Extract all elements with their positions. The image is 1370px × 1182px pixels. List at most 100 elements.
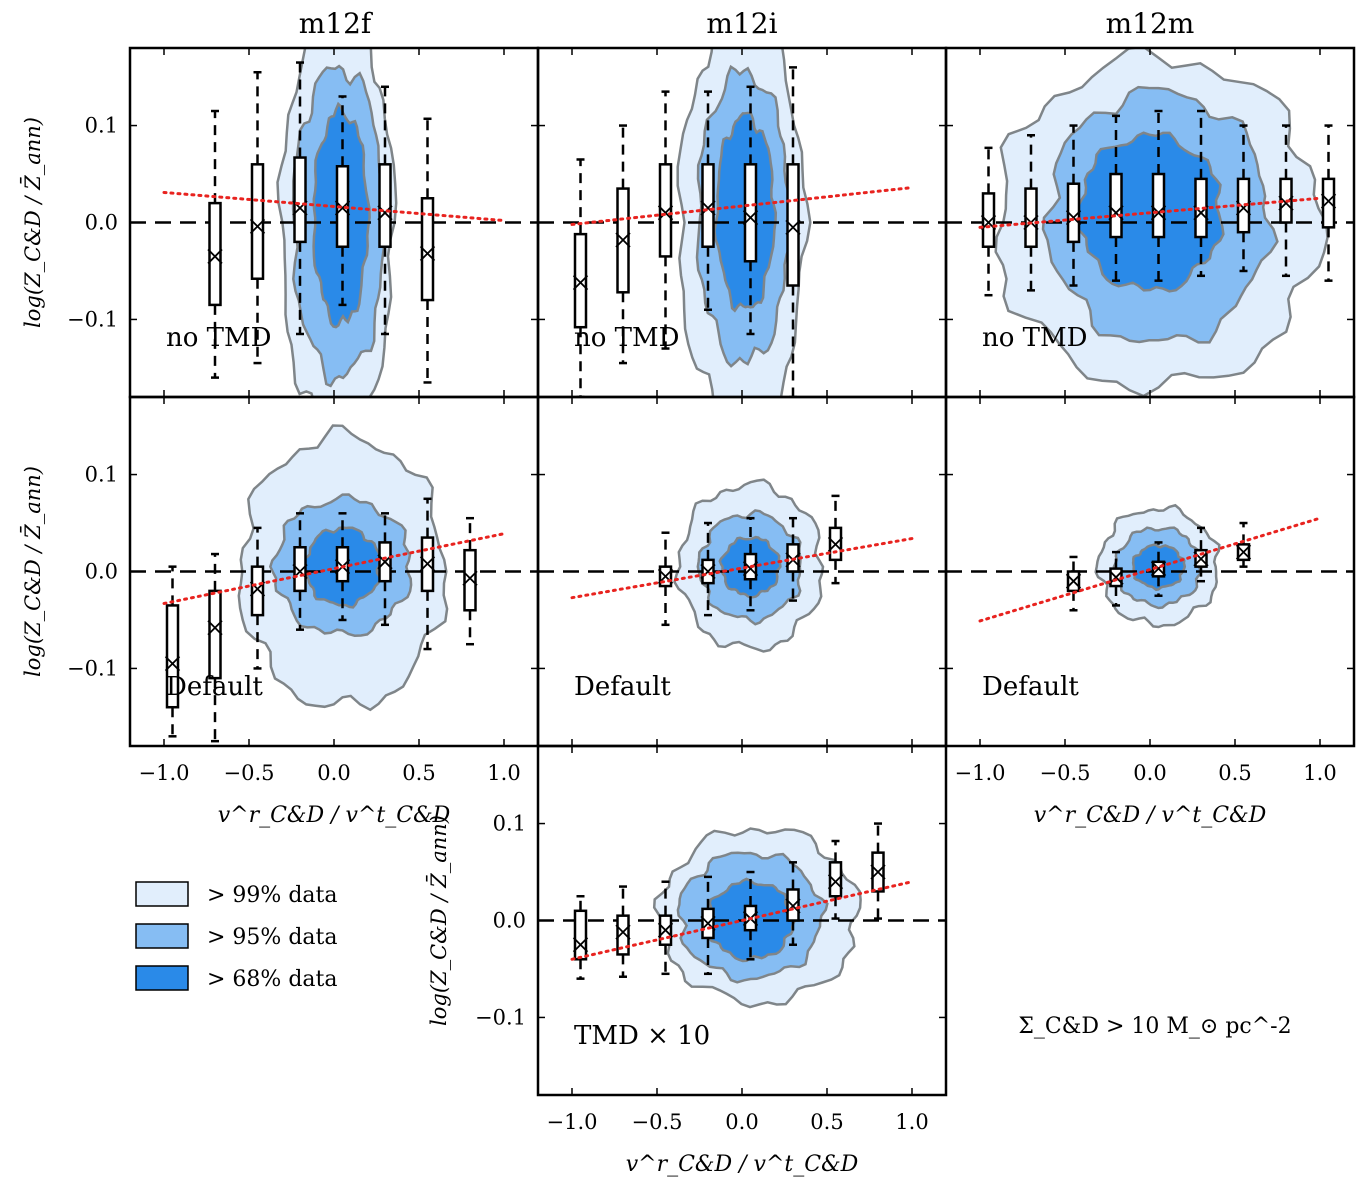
- plot-area: [946, 503, 1354, 629]
- box-iqr: [701, 163, 715, 248]
- fit-line: [570, 880, 914, 961]
- box-iqr: [378, 163, 392, 248]
- box-1: [249, 70, 266, 365]
- box-0: [657, 531, 674, 627]
- box-0: [572, 895, 589, 980]
- legend-swatch: [135, 923, 189, 949]
- box-6: [827, 839, 844, 920]
- fit-line: [162, 532, 506, 605]
- box-iqr: [1109, 172, 1123, 239]
- median-marker: [827, 536, 844, 552]
- box-1: [615, 124, 631, 365]
- box-1: [1023, 134, 1039, 292]
- x-tick-label: −1.0: [139, 761, 190, 785]
- box-0: [164, 565, 181, 738]
- y-tick-label: 0.1: [85, 114, 118, 138]
- box-iqr: [616, 914, 630, 956]
- x-tick-label: 0.5: [402, 761, 435, 785]
- box-4: [827, 494, 844, 585]
- box-4: [377, 85, 393, 336]
- box-5: [419, 117, 436, 384]
- box-4: [1235, 521, 1252, 568]
- column-titles: m12f m12i m12m: [299, 7, 1195, 40]
- panel-5: Default −1.0 −0.5 0.0 0.5 1.0 v^r_C&D / v^t_C&…: [944, 395, 1356, 828]
- fit-line: [978, 516, 1322, 623]
- box-iqr: [208, 589, 222, 680]
- box-iqr: [1321, 177, 1336, 229]
- box-7: [870, 822, 886, 920]
- panel-label: no TMD: [982, 323, 1087, 353]
- y-tick-label: 0.0: [85, 560, 118, 584]
- median-marker: [1150, 205, 1167, 221]
- panel-label: no TMD: [574, 323, 679, 353]
- x-tick-label: 0.0: [317, 761, 350, 785]
- box-6: [419, 497, 436, 651]
- box-7: [462, 516, 478, 646]
- box-6: [1235, 124, 1252, 273]
- median-marker: [1065, 573, 1082, 589]
- median-marker: [742, 560, 759, 577]
- x-axis-label: v^r_C&D / v^t_C&D: [1034, 803, 1267, 828]
- median-marker: [419, 245, 436, 262]
- box-2: [1065, 124, 1082, 287]
- box-iqr: [573, 232, 588, 329]
- median-marker: [785, 898, 801, 914]
- plot-area: [538, 822, 946, 1009]
- median-marker: [1108, 569, 1124, 585]
- panel-4: Default: [536, 395, 948, 748]
- box-iqr: [293, 546, 307, 593]
- median-marker: [1278, 195, 1294, 211]
- median-marker: [1235, 200, 1252, 216]
- box-iqr: [981, 192, 996, 248]
- median-marker: [1108, 205, 1124, 221]
- box-0: [1065, 555, 1082, 612]
- plot-area: [946, 48, 1354, 397]
- median-marker: [164, 655, 181, 672]
- x-tick-label: 0.0: [1133, 761, 1166, 785]
- plot-area: [538, 48, 946, 397]
- panel-3: Default −1.0 −0.5 0.0 0.5 1.0 0.1 0.0 −0.1 v^r_C&…: [20, 395, 540, 828]
- box-3: [292, 512, 308, 631]
- legend-label: > 99% data: [207, 883, 337, 908]
- panel-label: Default: [574, 672, 671, 702]
- y-tick-label: 0.1: [85, 463, 118, 487]
- median-marker: [1320, 193, 1337, 209]
- box-5: [785, 861, 801, 946]
- panel-label: no TMD: [166, 323, 271, 353]
- box-2: [657, 880, 674, 976]
- box-iqr: [208, 201, 222, 307]
- box-5: [377, 512, 393, 627]
- median-marker: [657, 922, 674, 938]
- box-0: [572, 158, 589, 397]
- box-iqr: [250, 565, 265, 617]
- x-axis-label: v^r_C&D / v^t_C&D: [626, 1152, 859, 1177]
- box-3: [700, 90, 716, 311]
- box-0: [207, 109, 223, 379]
- box-4: [742, 85, 759, 336]
- x-tick-label: 0.0: [725, 1110, 758, 1134]
- median-marker: [980, 214, 997, 231]
- median-marker: [827, 874, 844, 890]
- y-axis-label: log(Z_C&D / Z̄_ann): [20, 117, 45, 328]
- panel-label: Default: [166, 672, 263, 702]
- median-marker: [572, 274, 589, 291]
- median-marker: [1065, 210, 1082, 226]
- median-marker: [207, 620, 223, 636]
- median-marker: [615, 232, 631, 248]
- fit-line: [570, 186, 914, 226]
- x-tick-label: −1.0: [955, 761, 1006, 785]
- plot-area: [130, 424, 538, 743]
- box-1: [615, 885, 631, 978]
- box-2: [292, 61, 308, 336]
- y-tick-label: −0.1: [67, 656, 118, 680]
- legend: > 99% data > 95% data > 68% data: [135, 881, 337, 992]
- panel-1: no TMD: [536, 46, 948, 399]
- median-marker: [249, 218, 266, 235]
- median-marker: [1150, 560, 1167, 577]
- median-marker: [615, 924, 631, 940]
- x-tick-label: 1.0: [487, 761, 520, 785]
- box-3: [1108, 114, 1124, 282]
- y-tick-label: −0.1: [475, 1005, 526, 1029]
- median-marker: [742, 210, 759, 226]
